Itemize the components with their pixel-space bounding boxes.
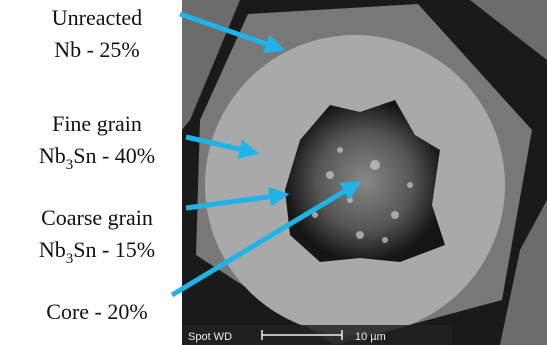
label-line: Coarse grain <box>41 205 153 230</box>
label-line: Nb - 25% <box>54 37 140 62</box>
label-line: Fine grain <box>52 111 142 136</box>
label-part: Sn - 15% <box>73 237 155 262</box>
labels: Unreacted Nb - 25% Fine grain Nb3Sn - 40… <box>39 5 155 324</box>
scale-info: Spot WD <box>188 331 232 343</box>
figure: Spot WD 10 µm Unreacted Nb - 25% Fine gr… <box>0 0 547 345</box>
micrograph: Spot WD 10 µm <box>182 0 547 345</box>
label-part: Sn - 40% <box>73 143 155 168</box>
label-subscript: 3 <box>66 251 74 267</box>
label-part: Nb <box>39 237 66 262</box>
scale-length: 10 µm <box>355 331 386 343</box>
label-line: Unreacted <box>52 5 142 30</box>
label-line: Nb3Sn - 40% <box>39 143 155 173</box>
label-subscript: 3 <box>66 157 74 173</box>
label-line: Core - 20% <box>46 299 147 324</box>
label-part: Nb <box>39 143 66 168</box>
label-line: Nb3Sn - 15% <box>39 237 155 267</box>
